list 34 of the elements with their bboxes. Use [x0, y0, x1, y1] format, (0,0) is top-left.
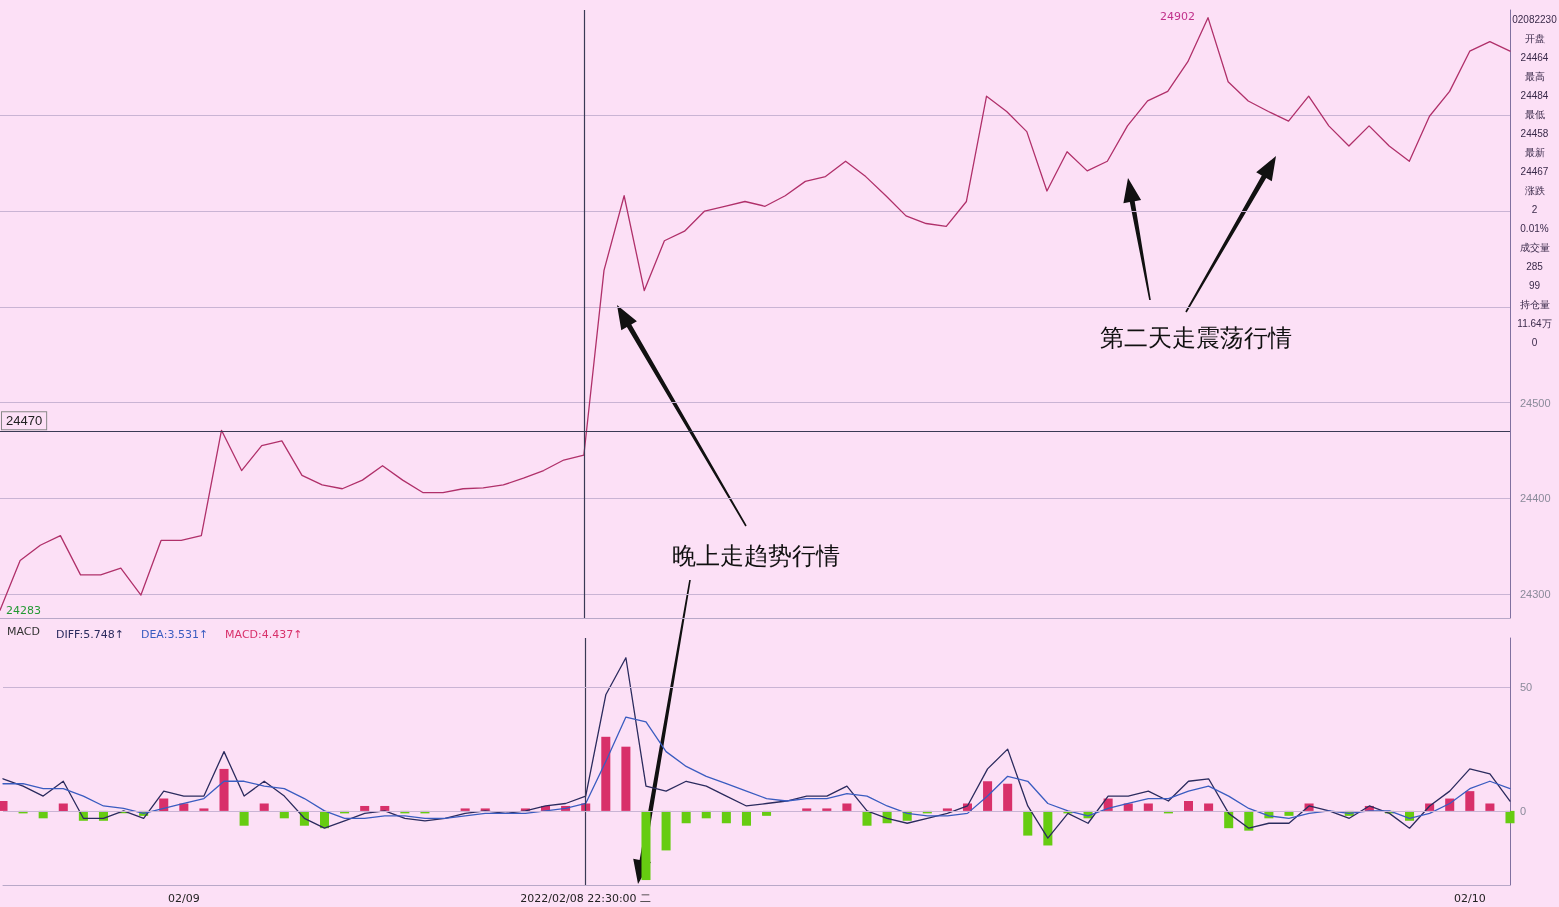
annotation: 第二天走震荡行情	[1100, 323, 1292, 354]
text: 24458	[1519, 127, 1550, 141]
text: 24464	[1519, 51, 1550, 65]
annotation: 24902	[1160, 10, 1195, 23]
text: 24467	[1519, 165, 1550, 179]
text: 开盘	[1523, 32, 1546, 46]
y-tick-label: 24400	[1520, 492, 1551, 505]
y-tick-label: 0	[1520, 804, 1527, 817]
x-tick-label: 02/10	[1453, 892, 1486, 905]
text: 02082230	[1511, 13, 1558, 27]
text: 24484	[1519, 89, 1550, 103]
y-tick-label: 24300	[1520, 588, 1551, 601]
text: DEA:3.531↑	[140, 627, 209, 641]
ref-line-label: 24470	[6, 413, 43, 429]
text: 最低	[1523, 108, 1546, 122]
y-tick-label: 24500	[1520, 396, 1551, 409]
text: 0.01%	[1519, 222, 1550, 236]
text: 285	[1525, 260, 1544, 274]
annotation: 晚上走趋势行情	[672, 541, 840, 572]
text: 99	[1527, 279, 1542, 293]
chart-title: MACD	[7, 625, 40, 638]
y-tick-label: 50	[1520, 681, 1533, 694]
text: MACD:4.437↑	[225, 627, 303, 641]
text: 持仓量	[1518, 298, 1551, 312]
text: 成交量	[1518, 241, 1551, 255]
x-tick-label: 2022/02/08 22:30:00 二	[520, 892, 652, 905]
text: DIFF:5.748↑	[56, 627, 124, 641]
text: 最新	[1523, 146, 1546, 160]
text: 涨跌	[1523, 184, 1546, 198]
text: 2	[1530, 203, 1539, 217]
text: 最高	[1523, 70, 1546, 84]
x-tick-label: 02/09	[167, 892, 200, 905]
annotation: 24283	[6, 604, 41, 617]
text: 11.64万	[1516, 317, 1553, 331]
